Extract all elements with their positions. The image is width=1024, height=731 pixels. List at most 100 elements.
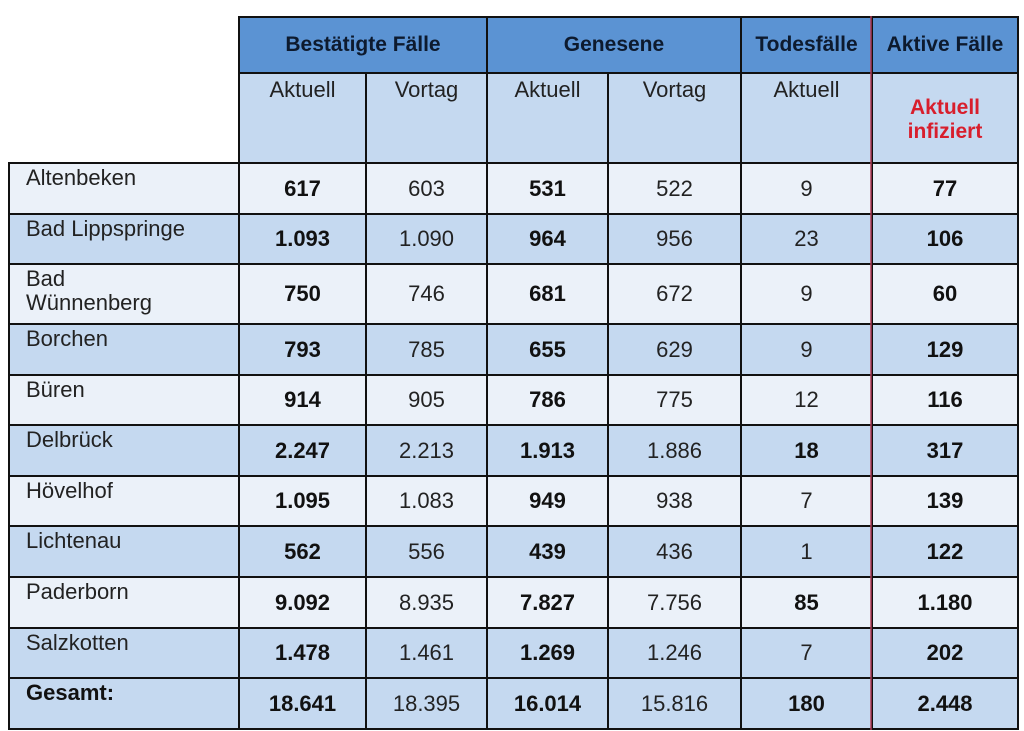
cell-recovered-current: 964 — [486, 213, 609, 265]
cell-active-current: 2.448 — [871, 677, 1019, 730]
municipality-name: Borchen — [8, 323, 240, 376]
cell-recovered-previous: 436 — [607, 525, 742, 578]
cell-deaths-current: 18 — [740, 424, 873, 477]
subheader-active-line2: infiziert — [907, 120, 983, 143]
cell-deaths-current: 9 — [740, 323, 873, 376]
cell-recovered-current: 531 — [486, 162, 609, 215]
header-recovered: Genesene — [486, 16, 742, 74]
cell-deaths-current: 23 — [740, 213, 873, 265]
municipality-name-line1: Lichtenau — [26, 528, 122, 553]
cell-confirmed-previous: 1.461 — [365, 627, 488, 679]
cell-active-current: 106 — [871, 213, 1019, 265]
cell-recovered-previous: 1.886 — [607, 424, 742, 477]
cell-recovered-previous: 956 — [607, 213, 742, 265]
municipality-name: Altenbeken — [8, 162, 240, 215]
cell-active-current: 122 — [871, 525, 1019, 578]
cell-confirmed-current: 914 — [238, 374, 367, 426]
municipality-name: Lichtenau — [8, 525, 240, 578]
cell-deaths-current: 7 — [740, 627, 873, 679]
cell-recovered-current: 681 — [486, 263, 609, 325]
municipality-name-line1: Delbrück — [26, 427, 113, 452]
cell-confirmed-previous: 905 — [365, 374, 488, 426]
cell-recovered-current: 655 — [486, 323, 609, 376]
subheader-confirmed-current: Aktuell — [238, 72, 367, 164]
municipality-name-line1: Hövelhof — [26, 478, 113, 503]
cell-confirmed-previous: 1.083 — [365, 475, 488, 527]
cell-recovered-previous: 629 — [607, 323, 742, 376]
municipality-name-line1: Büren — [26, 377, 85, 402]
cell-recovered-current: 7.827 — [486, 576, 609, 629]
municipality-name: Hövelhof — [8, 475, 240, 527]
cell-active-current: 129 — [871, 323, 1019, 376]
municipality-name-line1: Borchen — [26, 326, 108, 351]
municipality-name-line1: Paderborn — [26, 579, 129, 604]
cell-confirmed-previous: 603 — [365, 162, 488, 215]
cell-recovered-previous: 522 — [607, 162, 742, 215]
cell-recovered-previous: 775 — [607, 374, 742, 426]
cell-recovered-current: 1.269 — [486, 627, 609, 679]
cell-recovered-previous: 1.246 — [607, 627, 742, 679]
total-label: Gesamt: — [8, 677, 240, 730]
municipality-name-line1: Bad — [26, 266, 66, 291]
cell-confirmed-current: 617 — [238, 162, 367, 215]
cell-confirmed-previous: 2.213 — [365, 424, 488, 477]
header-active-cases: Aktive Fälle — [871, 16, 1019, 74]
cell-recovered-previous: 15.816 — [607, 677, 742, 730]
cell-recovered-previous: 938 — [607, 475, 742, 527]
cell-deaths-current: 9 — [740, 162, 873, 215]
cell-confirmed-current: 1.093 — [238, 213, 367, 265]
cell-recovered-previous: 7.756 — [607, 576, 742, 629]
active-column-divider — [870, 16, 872, 730]
cell-deaths-current: 12 — [740, 374, 873, 426]
cell-confirmed-previous: 1.090 — [365, 213, 488, 265]
subheader-active-line1: Aktuell — [909, 96, 980, 119]
subheader-active-current: Aktuell infiziert — [871, 72, 1019, 164]
subheader-confirmed-previous: Vortag — [365, 72, 488, 164]
municipality-name: Paderborn — [8, 576, 240, 629]
cell-active-current: 77 — [871, 162, 1019, 215]
subheader-deaths-current: Aktuell — [740, 72, 873, 164]
cell-active-current: 116 — [871, 374, 1019, 426]
cell-confirmed-current: 2.247 — [238, 424, 367, 477]
cell-recovered-current: 786 — [486, 374, 609, 426]
municipality-name-line2: Wünnenberg — [26, 290, 152, 315]
cell-recovered-current: 439 — [486, 525, 609, 578]
cell-confirmed-previous: 746 — [365, 263, 488, 325]
municipality-name: Delbrück — [8, 424, 240, 477]
cell-active-current: 1.180 — [871, 576, 1019, 629]
municipality-name-line1: Salzkotten — [26, 630, 129, 655]
cell-deaths-current: 9 — [740, 263, 873, 325]
municipality-name: Bad Wünnenberg — [8, 263, 240, 325]
cell-confirmed-current: 1.095 — [238, 475, 367, 527]
cell-confirmed-previous: 18.395 — [365, 677, 488, 730]
municipality-name: Salzkotten — [8, 627, 240, 679]
cell-confirmed-current: 18.641 — [238, 677, 367, 730]
header-deaths: Todesfälle — [740, 16, 873, 74]
cell-recovered-current: 1.913 — [486, 424, 609, 477]
cell-confirmed-previous: 556 — [365, 525, 488, 578]
subheader-recovered-previous: Vortag — [607, 72, 742, 164]
municipality-name-line1: Altenbeken — [26, 165, 137, 190]
cell-confirmed-current: 1.478 — [238, 627, 367, 679]
cell-confirmed-current: 750 — [238, 263, 367, 325]
cell-active-current: 317 — [871, 424, 1019, 477]
cell-deaths-current: 7 — [740, 475, 873, 527]
cell-deaths-current: 85 — [740, 576, 873, 629]
municipality-name: Büren — [8, 374, 240, 426]
header-confirmed-cases: Bestätigte Fälle — [238, 16, 488, 74]
cell-confirmed-current: 9.092 — [238, 576, 367, 629]
cell-recovered-current: 949 — [486, 475, 609, 527]
municipality-name-line1: Bad Lippspringe — [26, 216, 186, 241]
subheader-recovered-current: Aktuell — [486, 72, 609, 164]
cell-active-current: 139 — [871, 475, 1019, 527]
total-label-text: Gesamt: — [26, 680, 115, 705]
cell-active-current: 202 — [871, 627, 1019, 679]
cell-deaths-current: 1 — [740, 525, 873, 578]
cell-deaths-current: 180 — [740, 677, 873, 730]
municipality-name: Bad Lippspringe — [8, 213, 240, 265]
cell-recovered-current: 16.014 — [486, 677, 609, 730]
cell-confirmed-current: 793 — [238, 323, 367, 376]
cell-confirmed-previous: 785 — [365, 323, 488, 376]
cell-confirmed-previous: 8.935 — [365, 576, 488, 629]
cell-confirmed-current: 562 — [238, 525, 367, 578]
